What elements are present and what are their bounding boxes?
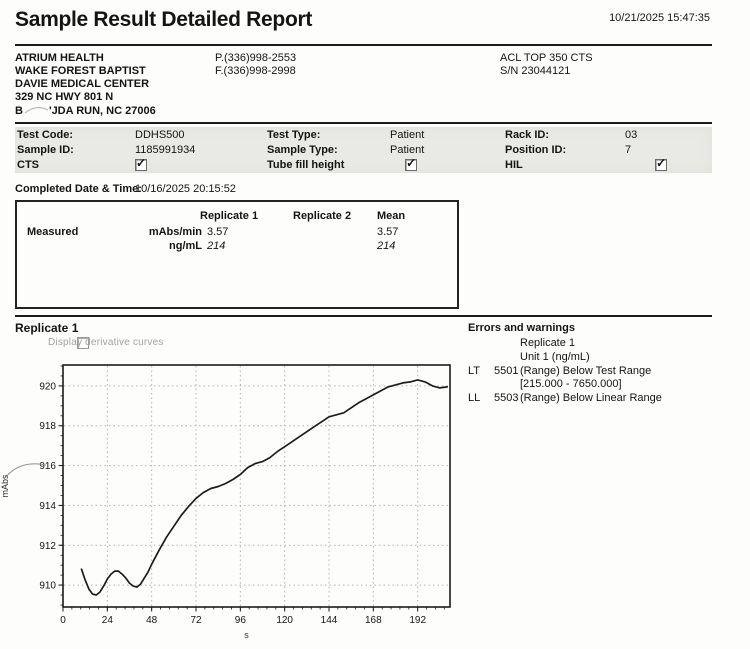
instrument-info: ACL TOP 350 CTS S/N 23044121 (500, 52, 593, 78)
svg-text:24: 24 (102, 615, 114, 626)
chart-curve (80, 379, 449, 596)
error-text: (Range) Below Linear Range (520, 392, 662, 404)
divider (15, 122, 712, 124)
error-code-type: LT (468, 365, 481, 377)
mabs-mean-value: 3.57 (377, 226, 399, 238)
facility-street: 329 NC HWY 801 N (15, 91, 114, 103)
unit-mabs-label: mAbs/min (148, 226, 202, 238)
facility-address: ATRIUM HEALTH WAKE FOREST BAPTIST DAVIE … (15, 52, 156, 118)
hil-checkbox[interactable] (655, 156, 668, 172)
svg-text:144: 144 (321, 615, 338, 626)
facility-fax: F.(336)998-2998 (215, 65, 296, 77)
error-text: (Range) Below Test Range (520, 365, 652, 377)
x-axis-label: s (244, 630, 249, 640)
error-code: 5501 (494, 365, 519, 377)
facility-contacts: P.(336)998-2553 F.(336)998-2998 (215, 52, 296, 78)
ngml-mean-value: 214 (377, 240, 396, 252)
errors-replicate: Replicate 1 (520, 337, 576, 349)
svg-text:192: 192 (409, 615, 426, 626)
instrument-serial: S/N 23044121 (500, 65, 571, 77)
display-derivative-label: Display derivative curves (48, 337, 164, 348)
mean-column-header: Mean (377, 210, 406, 222)
svg-text:72: 72 (190, 615, 202, 626)
svg-text:120: 120 (276, 615, 293, 626)
replicate-section-title: Replicate 1 (15, 321, 79, 335)
svg-text:918: 918 (39, 421, 56, 432)
hil-label: HIL (505, 159, 523, 171)
divider (15, 315, 712, 317)
svg-text:168: 168 (365, 615, 382, 626)
divider (15, 44, 712, 46)
test-code-value: DDHS500 (135, 129, 185, 141)
replicate1-column-header: Replicate 1 (200, 210, 259, 222)
mabs-rep1-value: 3.57 (207, 226, 229, 238)
facility-city: B 'JDA RUN, NC 27006 (15, 104, 156, 117)
position-id-value: 7 (625, 144, 632, 156)
sample-info-panel (15, 127, 712, 173)
error-code-type: LL (468, 392, 481, 404)
svg-text:916: 916 (39, 461, 56, 472)
report-datetime: 10/21/2025 15:47:35 (609, 12, 710, 24)
unit-ngml-label: ng/mL (169, 240, 202, 252)
sample-id-label: Sample ID: (17, 144, 74, 156)
rack-id-value: 03 (625, 129, 638, 141)
sample-id-value: 1185991934 (135, 144, 196, 156)
svg-text:48: 48 (146, 615, 158, 626)
tube-fill-height-checkbox[interactable] (405, 156, 418, 172)
cts-checkbox[interactable] (135, 156, 147, 172)
completed-datetime-label: Completed Date & Time: (15, 183, 142, 195)
sample-type-value: Patient (390, 144, 425, 156)
svg-text:910: 910 (39, 581, 56, 592)
svg-text:0: 0 (60, 615, 66, 626)
svg-text:920: 920 (39, 381, 56, 392)
test-type-label: Test Type: (267, 129, 321, 141)
test-type-value: Patient (390, 129, 425, 141)
position-id-label: Position ID: (505, 144, 567, 156)
measured-results-box: Replicate 1 Replicate 2 Mean Measured mA… (15, 200, 459, 309)
svg-text:96: 96 (235, 615, 247, 626)
replicate-curve-chart: 0 24 48 72 96 120 144 168 192 910 912 914 916 918 920 m… (0, 364, 451, 640)
error-code: 5503 (494, 392, 519, 404)
facility-name-3: DAVIE MEDICAL CENTER (15, 78, 150, 90)
rack-id-label: Rack ID: (505, 129, 550, 141)
error-range: [215.000 - 7650.000] (520, 378, 622, 390)
tube-fill-height-label: Tube fill height (267, 159, 345, 171)
instrument-model: ACL TOP 350 CTS (500, 52, 593, 64)
pen-mark (5, 463, 47, 478)
svg-text:914: 914 (39, 501, 56, 512)
facility-name-2: WAKE FOREST BAPTIST (15, 65, 146, 77)
whiteout-smudge (23, 104, 49, 114)
errors-warnings-title: Errors and warnings (468, 322, 575, 334)
y-axis-label: mAbs (0, 474, 10, 498)
ngml-rep1-value: 214 (207, 240, 226, 252)
facility-name: ATRIUM HEALTH (15, 52, 104, 64)
errors-unit: Unit 1 (ng/mL) (520, 351, 590, 363)
facility-phone: P.(336)998-2553 (215, 52, 297, 64)
cts-label: CTS (17, 159, 39, 171)
svg-text:912: 912 (39, 541, 56, 552)
measured-row-label: Measured (27, 226, 79, 238)
page-title: Sample Result Detailed Report (15, 8, 313, 31)
replicate2-column-header: Replicate 2 (293, 210, 352, 222)
sample-type-label: Sample Type: (267, 144, 338, 156)
completed-datetime-value: 10/16/2025 20:15:52 (135, 183, 236, 195)
test-code-label: Test Code: (17, 129, 74, 141)
display-derivative-checkbox[interactable] (77, 337, 90, 350)
